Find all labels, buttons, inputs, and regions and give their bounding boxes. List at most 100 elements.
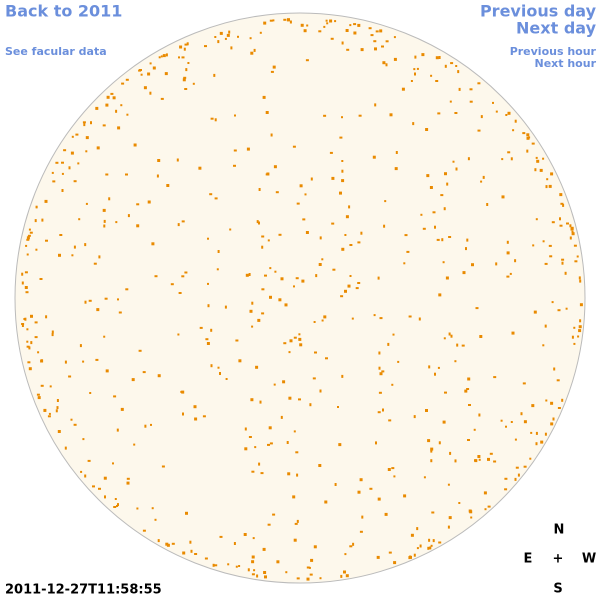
facular-point: [531, 404, 535, 408]
facular-point: [318, 30, 322, 33]
facular-point: [425, 128, 429, 131]
facular-point: [264, 274, 267, 277]
facular-point: [577, 335, 580, 338]
facular-point: [510, 157, 513, 161]
facular-point: [68, 166, 71, 170]
facular-point: [82, 438, 85, 441]
facular-point: [21, 325, 24, 327]
facular-point: [229, 228, 232, 231]
next-day-link[interactable]: Next day: [516, 19, 597, 38]
facular-point: [147, 200, 151, 204]
facular-point: [258, 462, 261, 466]
facular-point: [37, 351, 40, 354]
facular-point: [95, 358, 99, 361]
facular-point: [263, 21, 267, 25]
facular-point: [283, 18, 287, 21]
facular-point: [526, 149, 529, 153]
facular-point: [545, 185, 548, 189]
facular-point: [349, 275, 352, 277]
facular-point: [98, 487, 101, 490]
facular-point: [103, 476, 107, 480]
facular-point: [369, 487, 373, 490]
facular-point: [85, 136, 89, 140]
facular-point: [395, 151, 398, 154]
facular-point: [26, 253, 29, 256]
facular-point: [56, 399, 59, 402]
facular-point: [207, 237, 209, 240]
facular-point: [21, 272, 24, 276]
facular-point: [419, 544, 422, 548]
facular-point: [471, 263, 474, 267]
facular-point: [296, 202, 300, 205]
facular-point: [149, 91, 152, 95]
facular-point: [368, 27, 372, 30]
facular-point: [347, 284, 351, 288]
facular-point: [36, 393, 40, 396]
facular-point: [181, 220, 185, 223]
facular-point: [410, 80, 413, 82]
facular-point: [413, 415, 416, 419]
facular-point: [465, 247, 467, 251]
facular-point: [121, 82, 125, 85]
facular-point: [235, 565, 238, 568]
facular-point: [483, 491, 487, 495]
facular-point: [376, 555, 380, 559]
facular-point: [298, 398, 301, 401]
facular-point: [115, 109, 118, 113]
facular-point: [576, 255, 579, 258]
solar-disk: [14, 12, 586, 584]
facular-point: [306, 577, 310, 581]
facular-point: [571, 230, 574, 233]
back-link[interactable]: Back to 2011: [5, 2, 122, 21]
facular-point: [344, 234, 347, 236]
facular-point: [427, 546, 430, 550]
facular-point: [477, 129, 481, 132]
facular-point: [535, 431, 538, 435]
facular-point: [339, 191, 342, 195]
facular-point: [578, 329, 582, 333]
previous-day-link[interactable]: Previous day: [480, 2, 597, 21]
facular-point: [557, 309, 561, 312]
facular-point: [275, 191, 279, 194]
facular-point: [126, 481, 130, 485]
facular-point: [287, 18, 290, 22]
facular-point: [282, 380, 286, 384]
facular-point: [289, 20, 292, 24]
previous-hour-link[interactable]: Previous hour: [510, 45, 597, 58]
facular-point: [73, 180, 77, 183]
facular-point: [184, 271, 188, 274]
facular-point: [348, 205, 351, 209]
facular-point: [26, 238, 30, 241]
facular-point: [426, 174, 430, 178]
facular-point: [445, 276, 449, 280]
facular-link[interactable]: See facular data: [5, 45, 107, 58]
facular-point: [295, 277, 299, 280]
facular-point: [224, 37, 227, 40]
facular-point: [278, 233, 282, 236]
facular-point: [383, 224, 386, 228]
facular-point: [270, 133, 273, 137]
facular-point: [51, 330, 54, 334]
facular-point: [52, 180, 56, 183]
facular-point: [418, 317, 421, 321]
facular-point: [35, 206, 38, 209]
facular-point: [438, 441, 441, 445]
facular-point: [246, 147, 250, 151]
facular-point: [244, 427, 247, 431]
next-hour-link[interactable]: Next hour: [535, 57, 597, 70]
facular-point: [233, 542, 236, 545]
facular-point: [182, 412, 184, 416]
facular-point: [382, 61, 386, 65]
facular-point: [455, 65, 458, 67]
facular-point: [444, 64, 447, 68]
facular-point: [105, 103, 109, 107]
facular-point: [440, 194, 444, 197]
facular-point: [520, 412, 523, 416]
facular-point: [59, 234, 63, 236]
facular-point: [214, 564, 218, 567]
facular-point: [120, 407, 124, 411]
facular-point: [578, 276, 581, 280]
facular-point: [403, 262, 406, 265]
facular-point: [470, 516, 473, 519]
facular-point: [355, 287, 359, 290]
